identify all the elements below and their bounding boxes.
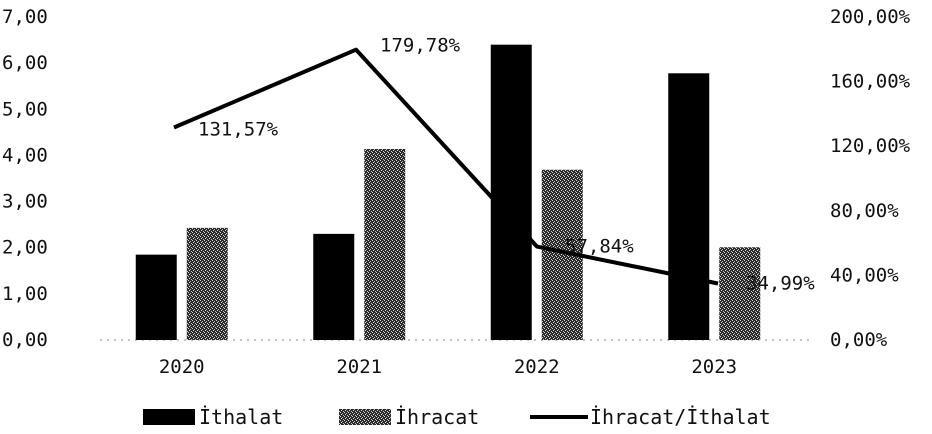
data-label-ratio: 34,99% <box>746 272 815 294</box>
legend-label-ratio: İhracat/İthalat <box>590 405 771 429</box>
left-tick-label: 3,00 <box>2 191 48 213</box>
right-tick-label: 40,00% <box>830 264 899 286</box>
bar-ithalat <box>135 254 177 340</box>
legend-swatch-ithalat <box>143 409 195 425</box>
legend-label-ithalat: İthalat <box>199 405 283 429</box>
bar-ithalat <box>490 44 532 340</box>
legend: İthalat İhracat İhracat/İthalat <box>143 405 771 429</box>
bar-ithalat <box>668 73 710 341</box>
right-tick-label: 0,00% <box>830 329 888 351</box>
plot-area: 0,00 1,00 2,00 3,00 4,00 5,00 6,00 7,00 0,00% 40,… <box>2 6 911 378</box>
bar-ithalat <box>313 233 355 340</box>
line-ratio <box>173 47 719 286</box>
left-tick-label: 4,00 <box>2 144 48 166</box>
left-tick-label: 7,00 <box>2 6 48 28</box>
data-label-ratio: 179,78% <box>380 35 461 57</box>
x-tick-label: 2020 <box>159 356 205 378</box>
bar-ihracat <box>186 227 228 340</box>
right-tick-label: 200,00% <box>830 6 911 28</box>
legend-swatch-ihracat <box>339 409 391 425</box>
data-label-ratio: 57,84% <box>565 236 634 258</box>
left-tick-label: 6,00 <box>2 52 48 74</box>
right-tick-label: 80,00% <box>830 200 899 222</box>
right-tick-label: 160,00% <box>830 71 911 93</box>
right-tick-label: 120,00% <box>830 135 911 157</box>
data-label-ratio: 131,57% <box>198 119 279 141</box>
bar-ihracat <box>364 148 406 340</box>
left-tick-label: 2,00 <box>2 237 48 259</box>
x-tick-label: 2021 <box>336 356 382 378</box>
bar-ihracat <box>719 247 761 340</box>
x-tick-label: 2023 <box>691 356 737 378</box>
left-tick-label: 5,00 <box>2 98 48 120</box>
x-tick-label: 2022 <box>514 356 560 378</box>
legend-label-ihracat: İhracat <box>395 405 479 429</box>
left-tick-label: 0,00 <box>2 329 48 351</box>
left-tick-label: 1,00 <box>2 283 48 305</box>
